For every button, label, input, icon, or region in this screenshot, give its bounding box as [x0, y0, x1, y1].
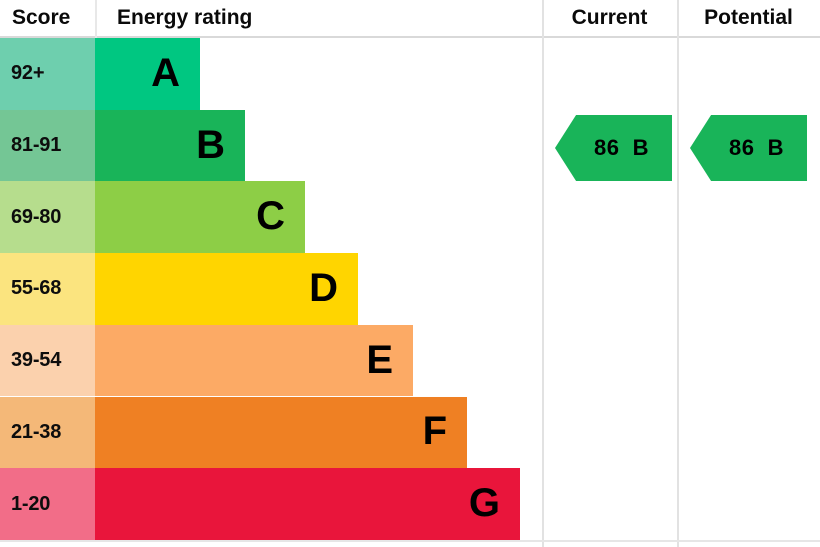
divider-score-column — [95, 0, 97, 38]
band-row-c: 69-80 C — [0, 181, 820, 254]
band-score-label-e: 39-54 — [11, 349, 62, 372]
band-letter-g: G — [468, 481, 500, 526]
band-row-a: 92+ A — [0, 38, 820, 110]
column-header-potential: Potential — [704, 6, 793, 29]
column-header-energy-rating: Energy rating — [117, 6, 253, 29]
band-score-cell-e: 39-54 — [0, 324, 95, 397]
band-row-b: 81-91 B — [0, 109, 820, 182]
divider-potential-column — [677, 0, 679, 547]
band-score-cell-b: 81-91 — [0, 109, 95, 182]
band-bar-d: D — [95, 253, 358, 325]
band-score-cell-d: 55-68 — [0, 253, 95, 325]
band-score-label-d: 55-68 — [11, 277, 62, 300]
band-bar-c: C — [95, 181, 305, 254]
band-score-label-a: 92+ — [11, 62, 45, 85]
band-letter-a: A — [151, 50, 180, 95]
band-score-cell-f: 21-38 — [0, 396, 95, 469]
band-row-g: 1-20 G — [0, 468, 820, 540]
band-letter-f: F — [422, 409, 447, 454]
band-letter-c: C — [256, 194, 285, 239]
band-letter-e: E — [366, 337, 393, 382]
band-bar-b: B — [95, 109, 245, 182]
band-row-d: 55-68 D — [0, 253, 820, 325]
band-score-label-g: 1-20 — [11, 492, 51, 515]
band-letter-d: D — [309, 265, 338, 310]
band-score-cell-c: 69-80 — [0, 181, 95, 254]
band-row-f: 21-38 F — [0, 396, 820, 469]
current-rating-badge: 86 B — [555, 115, 672, 181]
column-header-current: Current — [571, 6, 648, 29]
band-bar-a: A — [95, 38, 200, 110]
current-rating-label: 86 B — [593, 135, 650, 160]
band-letter-b: B — [196, 122, 225, 167]
band-score-label-f: 21-38 — [11, 420, 62, 443]
chart-header-row: Score Energy rating Current Potential — [0, 0, 820, 38]
band-bar-e: E — [95, 324, 413, 397]
band-bar-f: F — [95, 396, 467, 469]
band-bar-g: G — [95, 468, 520, 540]
band-score-label-c: 69-80 — [11, 205, 62, 228]
band-score-cell-a: 92+ — [0, 38, 95, 110]
chart-bottom-divider — [0, 540, 820, 542]
band-row-e: 39-54 E — [0, 324, 820, 397]
potential-rating-label: 86 B — [728, 135, 785, 160]
divider-current-column — [542, 0, 544, 547]
band-score-cell-g: 1-20 — [0, 468, 95, 540]
rating-bands: 92+ A 81-91 B 69-80 C 55-68 — [0, 38, 820, 540]
column-header-score: Score — [12, 6, 71, 29]
band-score-label-b: 81-91 — [11, 134, 62, 157]
potential-rating-badge: 86 B — [690, 115, 807, 181]
